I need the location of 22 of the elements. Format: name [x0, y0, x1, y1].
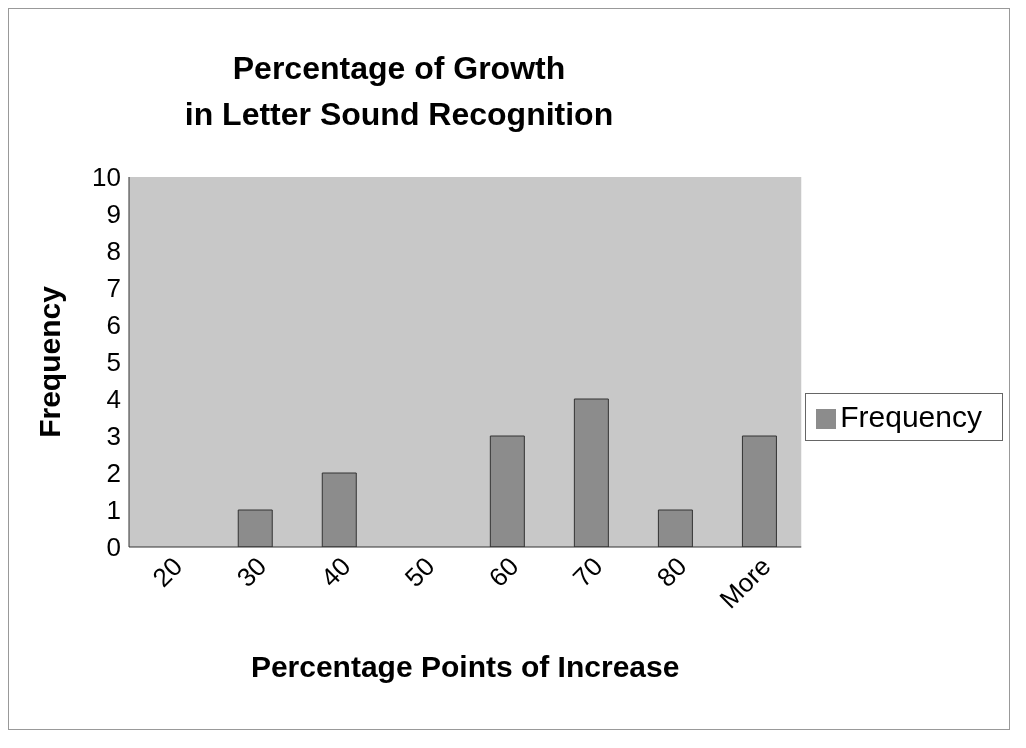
x-tick-label: 20 [146, 551, 189, 593]
y-tick-label: 3 [106, 421, 121, 452]
x-tick-label: 50 [398, 551, 441, 593]
chart-title: Percentage of Growth in Letter Sound Recognition [183, 49, 615, 134]
y-tick-label: 9 [106, 199, 121, 230]
y-tick-label: 2 [106, 458, 121, 489]
x-tick-label: 80 [650, 551, 693, 593]
x-tick-label: 60 [482, 551, 525, 593]
x-tick-label: 70 [566, 551, 609, 593]
y-tick-label: 5 [106, 347, 121, 378]
y-tick-label: 7 [106, 273, 121, 304]
y-tick-label: 8 [106, 236, 121, 267]
legend-label: Frequency [840, 400, 982, 433]
x-axis-title: Percentage Points of Increase [250, 650, 680, 683]
x-tick-label: 30 [230, 551, 273, 593]
y-axis-title: Frequency [32, 285, 66, 438]
y-tick-label: 6 [106, 310, 121, 341]
y-tick-label: 1 [106, 495, 121, 526]
y-tick-label: 0 [106, 532, 121, 563]
y-tick-label: 10 [92, 162, 121, 193]
x-tick-label: 40 [314, 551, 357, 593]
y-tick-label: 4 [106, 384, 121, 415]
